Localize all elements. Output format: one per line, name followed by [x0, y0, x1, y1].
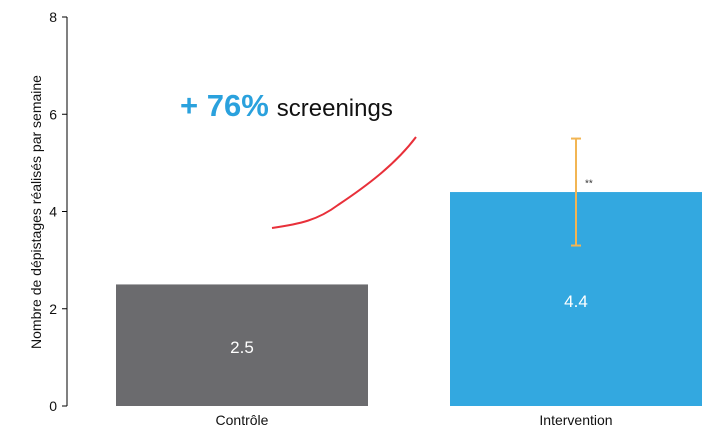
y-tick-label: 6	[49, 106, 57, 122]
y-axis-label: Nombre de dépistages réalisés par semain…	[28, 75, 44, 349]
y-tick-label: 2	[49, 301, 57, 317]
error-bar	[571, 137, 581, 247]
annotation-percent: + 76%	[180, 88, 269, 123]
y-ticks: 0 2 4 6 8	[49, 9, 67, 414]
x-tick-label: Intervention	[539, 412, 612, 428]
annotation-callout: + 76% screenings	[180, 88, 393, 124]
x-tick-label: Contrôle	[216, 412, 269, 428]
significance-marker: **	[585, 178, 593, 189]
y-tick-label: 4	[49, 204, 57, 220]
bar-controle	[116, 284, 368, 406]
bar-value-label: 2.5	[230, 338, 254, 357]
y-tick-label: 0	[49, 398, 57, 414]
x-tick-labels: Contrôle Intervention	[216, 412, 613, 428]
bar-value-label: 4.4	[564, 292, 588, 311]
bars: 2.5 4.4	[116, 192, 702, 406]
annotation-curve	[271, 136, 417, 229]
y-tick-label: 8	[49, 9, 57, 25]
annotation-text: screenings	[276, 95, 393, 122]
